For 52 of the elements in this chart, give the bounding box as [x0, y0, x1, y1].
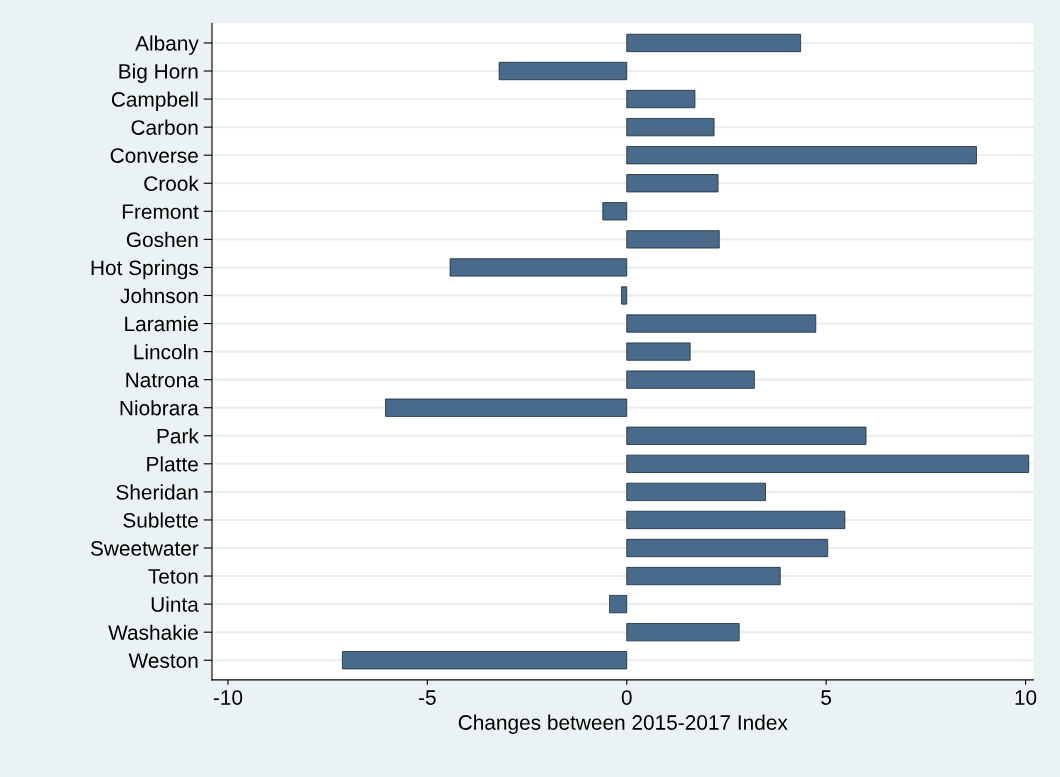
bar: [626, 510, 846, 530]
bar: [449, 258, 628, 277]
bar: [626, 454, 1030, 473]
x-tick-label: -5: [419, 690, 436, 705]
bar: [341, 651, 628, 670]
x-tick-label: 10: [1015, 690, 1037, 705]
bar: [626, 538, 829, 558]
bar: [385, 398, 628, 417]
y-tick-label: Campbell: [111, 91, 198, 111]
y-tick-label: Goshen: [126, 231, 198, 248]
y-tick-label: Platte: [147, 456, 198, 472]
y-tick-label: Weston: [128, 653, 198, 668]
bar: [609, 595, 628, 614]
bar: [626, 370, 755, 389]
y-tick-label: Carbon: [131, 119, 198, 135]
bar: [626, 146, 977, 165]
y-tick-label: Albany: [135, 35, 199, 55]
bar: [626, 230, 720, 249]
y-tick-label: Converse: [110, 148, 198, 163]
bar: [626, 482, 766, 501]
y-tick-label: Park: [157, 428, 199, 444]
y-tick-label: Fremont: [122, 204, 199, 220]
y-tick-label: Hot Springs: [91, 259, 199, 280]
x-axis-title: Changes between 2015-2017 Index: [458, 714, 788, 734]
y-tick-label: Crook: [144, 175, 199, 191]
y-tick-label: Sheridan: [116, 484, 198, 500]
y-tick-label: Sweetwater: [90, 541, 199, 556]
bar: [498, 61, 628, 81]
y-tick-label: Sublette: [123, 512, 198, 528]
y-tick-label: Uinta: [151, 596, 199, 612]
y-tick-label: Natrona: [126, 372, 199, 388]
bar: [626, 314, 817, 333]
bar: [626, 566, 781, 586]
bar: [626, 623, 740, 642]
y-tick-label: Laramie: [125, 315, 198, 332]
bar: [602, 202, 628, 221]
y-tick-label: Niobrara: [120, 400, 199, 416]
x-tick-label: -10: [213, 690, 243, 705]
bar: [626, 89, 696, 109]
bar: [626, 33, 802, 53]
y-tick-label: Big Horn: [119, 63, 198, 83]
bar: [626, 426, 867, 445]
y-tick-label: Washakie: [108, 624, 198, 640]
x-tick-label: 0: [621, 690, 632, 705]
bar: [626, 342, 691, 361]
bar: [626, 174, 719, 193]
x-tick-label: 5: [821, 690, 832, 705]
y-tick-label: Teton: [148, 569, 198, 584]
bar: [626, 118, 715, 137]
y-tick-label: Johnson: [120, 287, 198, 304]
y-tick-label: Lincoln: [134, 344, 198, 360]
bar: [621, 286, 628, 305]
